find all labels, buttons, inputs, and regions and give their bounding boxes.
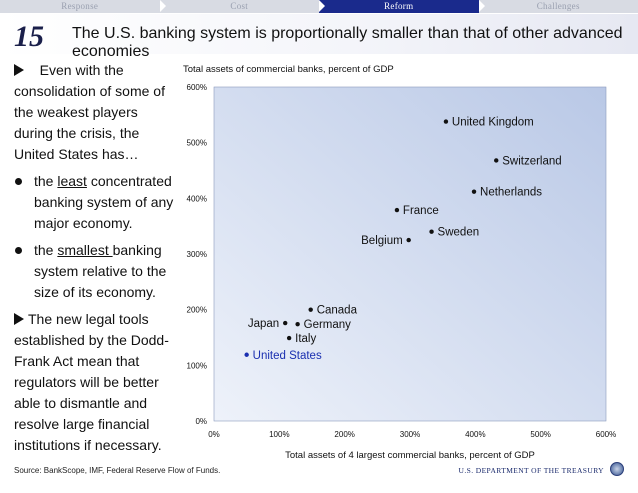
y-tick-label: 100% (187, 361, 207, 370)
point-marker (286, 335, 292, 341)
arrow-bullet-icon (14, 64, 24, 76)
bullet-smallest: the smallest banking system relative to … (14, 240, 174, 303)
tab-challenges[interactable]: Challenges (478, 0, 638, 13)
point-label: Japan (248, 318, 279, 330)
bullet-least-emphasis: least (57, 173, 87, 189)
y-tick-label: 500% (187, 139, 207, 148)
tab-reform[interactable]: Reform (319, 0, 484, 13)
data-point: Netherlands (471, 187, 542, 199)
y-tick-label: 0% (195, 417, 207, 426)
point-marker (429, 229, 434, 234)
treasury-seal-icon (610, 462, 624, 476)
x-tick-label: 100% (269, 430, 289, 439)
y-tick-label: 400% (187, 194, 207, 203)
point-marker (406, 237, 411, 243)
tab-response[interactable]: Response (0, 0, 165, 13)
data-point: Canada (308, 305, 358, 317)
bullet-least-pre: the (34, 173, 58, 189)
point-marker (295, 321, 300, 327)
x-tick-label: 0% (208, 430, 220, 439)
point-label: Netherlands (480, 187, 542, 199)
x-tick-label: 600% (596, 430, 616, 439)
point-label: Sweden (438, 227, 480, 239)
data-point: Sweden (429, 227, 479, 239)
data-point: United States (244, 350, 322, 362)
intro-text: Even with the consolidation of some of t… (14, 62, 165, 162)
bullet-least-post: concentrated banking system of any major… (34, 173, 174, 231)
closing-paragraph: The new legal tools established by the D… (14, 309, 174, 456)
closing-text: The new legal tools established by the D… (14, 311, 169, 453)
bullet-dot-icon (15, 247, 22, 254)
y-tick-label: 600% (187, 83, 207, 92)
y-axis-label: Total assets of commercial banks, percen… (183, 64, 394, 75)
intro-paragraph: Even with the consolidation of some of t… (14, 60, 174, 165)
x-tick-label: 400% (465, 430, 485, 439)
data-point: Belgium (361, 235, 411, 247)
section-nav: Response Cost Reform Challenges (0, 0, 638, 13)
bullet-dot-icon (15, 178, 22, 185)
point-marker (283, 320, 288, 326)
y-tick-label: 200% (187, 306, 207, 315)
point-marker (471, 189, 477, 194)
slide-header: 15 The U.S. banking system is proportion… (0, 14, 638, 60)
tab-cost[interactable]: Cost (159, 0, 325, 13)
point-label: Germany (304, 319, 352, 331)
point-marker (494, 158, 499, 163)
data-point: Japan (248, 318, 288, 330)
x-tick-label: 500% (530, 430, 550, 439)
point-marker (394, 207, 400, 213)
x-tick-label: 300% (400, 430, 420, 439)
plot-area (213, 86, 607, 422)
point-label: United Kingdom (452, 117, 534, 129)
data-point: United Kingdom (443, 117, 534, 129)
bullet-smallest-pre: the (34, 242, 58, 258)
point-label: Switzerland (502, 155, 561, 167)
slide-number: 15 (14, 20, 44, 53)
arrow-bullet-icon (14, 313, 24, 325)
point-marker (308, 307, 313, 312)
x-axis-label: Total assets of 4 largest commercial ban… (285, 450, 535, 461)
y-tick-label: 300% (187, 250, 207, 259)
data-point: Switzerland (494, 155, 562, 167)
data-point: France (394, 205, 439, 217)
point-label: Belgium (361, 235, 403, 247)
treasury-label: U.S. DEPARTMENT OF THE TREASURY (458, 466, 604, 475)
data-point: Germany (295, 319, 351, 331)
slide-title: The U.S. banking system is proportionall… (72, 25, 623, 60)
point-label: Canada (317, 305, 358, 317)
point-marker (244, 352, 249, 357)
point-label: France (403, 205, 439, 217)
bullet-smallest-emphasis: smallest (57, 242, 113, 258)
x-tick-label: 200% (334, 430, 354, 439)
text-column: Even with the consolidation of some of t… (14, 60, 174, 462)
data-point: Italy (286, 333, 316, 345)
point-marker (443, 119, 449, 124)
source-note: Source: BankScope, IMF, Federal Reserve … (14, 466, 221, 475)
bullet-least: the least concentrated banking system of… (14, 171, 174, 234)
point-label: United States (253, 350, 322, 362)
point-label: Italy (295, 333, 316, 345)
bullet-smallest-post: banking system relative to the size of i… (34, 242, 167, 300)
